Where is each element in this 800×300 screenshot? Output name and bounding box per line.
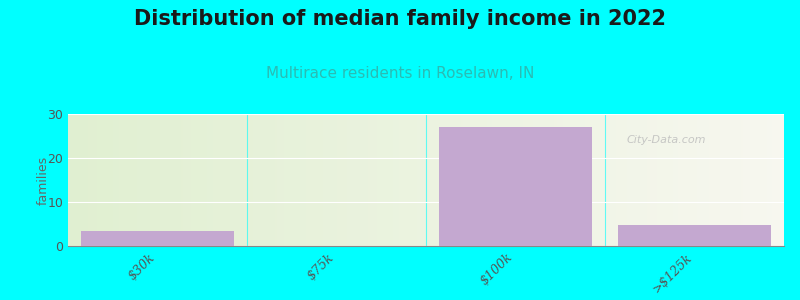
Bar <box>618 225 770 246</box>
Y-axis label: families: families <box>37 155 50 205</box>
Text: City-Data.com: City-Data.com <box>626 135 706 146</box>
Text: Multirace residents in Roselawn, IN: Multirace residents in Roselawn, IN <box>266 66 534 81</box>
Text: Distribution of median family income in 2022: Distribution of median family income in … <box>134 9 666 29</box>
Bar <box>439 127 591 246</box>
Bar <box>82 231 234 246</box>
